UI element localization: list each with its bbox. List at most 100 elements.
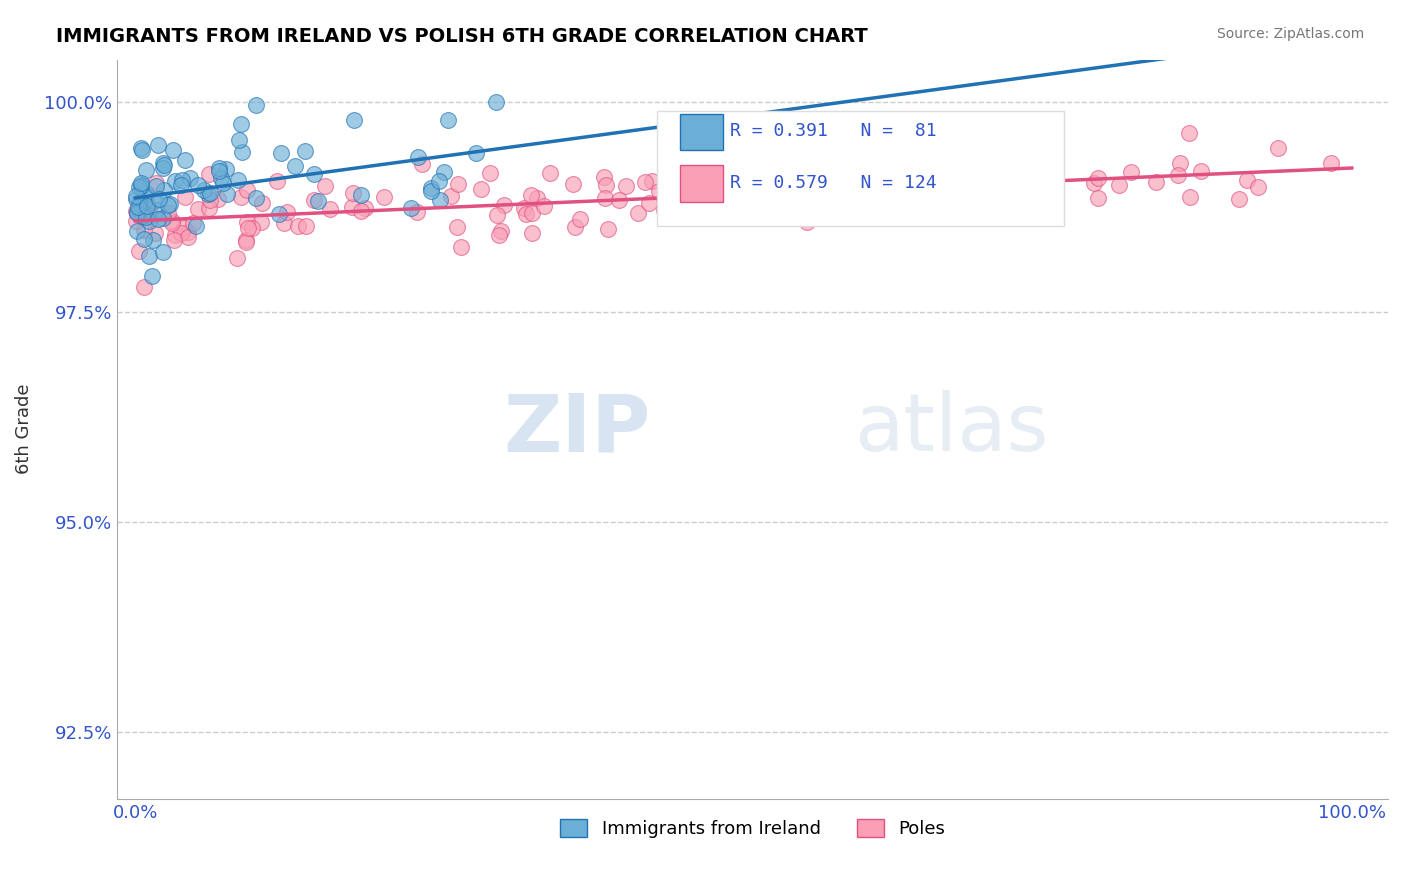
Point — [592, 169, 614, 184]
Point — [526, 191, 548, 205]
Point — [267, 207, 290, 221]
Point — [796, 215, 818, 229]
Point — [129, 203, 152, 218]
Point — [981, 184, 1004, 198]
Point — [1108, 178, 1130, 192]
Point — [179, 171, 201, 186]
Point — [419, 181, 441, 195]
Point — [125, 204, 148, 219]
Point — [226, 173, 249, 187]
Point — [1083, 176, 1105, 190]
Point — [1189, 163, 1212, 178]
Point — [614, 179, 637, 194]
Point — [159, 197, 181, 211]
Point — [177, 225, 200, 239]
Point — [152, 161, 174, 175]
Point — [307, 194, 329, 208]
Point — [302, 194, 325, 208]
Point — [886, 193, 908, 207]
Point — [942, 179, 965, 194]
Point — [128, 180, 150, 194]
Point — [270, 146, 292, 161]
Point — [157, 198, 180, 212]
Point — [141, 268, 163, 283]
Point — [129, 195, 152, 210]
Point — [160, 214, 183, 228]
Point — [399, 202, 422, 216]
Point — [1178, 126, 1201, 140]
Point — [231, 190, 253, 204]
Point — [950, 195, 973, 210]
Point — [295, 219, 318, 233]
Point — [450, 240, 472, 254]
Point — [128, 244, 150, 259]
Point — [654, 208, 676, 222]
Point — [411, 157, 433, 171]
Point — [427, 174, 450, 188]
Point — [284, 160, 307, 174]
Point — [478, 166, 501, 180]
Point — [647, 184, 669, 198]
Point — [142, 194, 165, 209]
Point — [138, 202, 160, 217]
Point — [200, 193, 222, 207]
Point — [740, 204, 762, 219]
Point — [245, 97, 267, 112]
Point — [672, 184, 695, 198]
Point — [1032, 176, 1054, 190]
Point — [485, 95, 508, 109]
Point — [1087, 191, 1109, 205]
Point — [354, 202, 377, 216]
Point — [993, 171, 1015, 186]
Point — [1247, 180, 1270, 194]
Point — [152, 156, 174, 170]
Point — [145, 226, 167, 240]
Point — [231, 145, 253, 159]
Point — [776, 166, 799, 180]
Point — [638, 195, 661, 210]
Point — [187, 178, 209, 193]
Point — [470, 182, 492, 196]
Point — [1227, 192, 1250, 206]
Point — [177, 230, 200, 244]
Point — [1236, 173, 1258, 187]
Point — [934, 194, 956, 208]
FancyBboxPatch shape — [657, 112, 1064, 226]
Point — [209, 170, 232, 185]
Point — [1267, 141, 1289, 155]
FancyBboxPatch shape — [681, 113, 723, 150]
Point — [135, 210, 157, 224]
Point — [236, 215, 259, 229]
Point — [515, 207, 537, 221]
Point — [214, 161, 236, 176]
Point — [129, 178, 152, 193]
Point — [146, 211, 169, 226]
Point — [666, 163, 689, 178]
Point — [125, 205, 148, 219]
Point — [208, 161, 231, 175]
Point — [245, 191, 267, 205]
Point — [186, 219, 208, 233]
FancyBboxPatch shape — [681, 165, 723, 202]
Point — [1167, 168, 1189, 182]
Point — [533, 199, 555, 213]
Point — [440, 189, 463, 203]
Point — [1168, 156, 1191, 170]
Point — [138, 214, 160, 228]
Text: ZIP: ZIP — [503, 390, 651, 468]
Point — [198, 186, 221, 200]
Point — [294, 144, 316, 158]
Point — [138, 249, 160, 263]
Point — [156, 205, 179, 219]
Point — [433, 164, 456, 178]
Point — [240, 220, 263, 235]
Point — [304, 167, 326, 181]
Point — [595, 178, 617, 193]
Point — [1119, 165, 1142, 179]
Point — [1178, 189, 1201, 203]
Point — [135, 189, 157, 203]
Point — [373, 190, 395, 204]
Point — [319, 202, 342, 217]
Point — [165, 174, 187, 188]
Point — [235, 183, 257, 197]
